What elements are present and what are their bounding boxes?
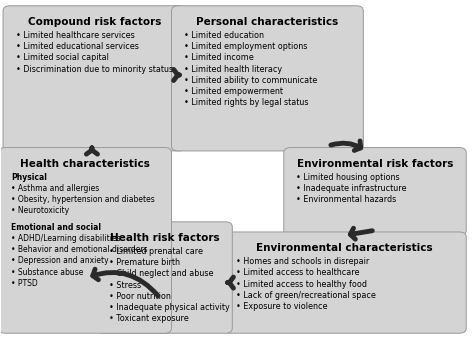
Text: • Limited education: • Limited education (184, 31, 264, 40)
Text: • PTSD: • PTSD (11, 279, 38, 288)
Text: Compound risk factors: Compound risk factors (27, 17, 161, 27)
Text: • Toxicant exposure: • Toxicant exposure (109, 314, 189, 323)
FancyBboxPatch shape (284, 147, 466, 235)
FancyBboxPatch shape (97, 222, 232, 333)
Text: • Limited social capital: • Limited social capital (16, 53, 109, 62)
Text: • Premature birth: • Premature birth (109, 258, 180, 267)
Text: • Limited rights by legal status: • Limited rights by legal status (184, 98, 309, 107)
FancyBboxPatch shape (0, 147, 172, 333)
Text: • Exposure to violence: • Exposure to violence (236, 302, 327, 311)
Text: • Neurotoxicity: • Neurotoxicity (11, 206, 69, 215)
Text: • Limited health literacy: • Limited health literacy (184, 64, 282, 74)
Text: • Homes and schools in disrepair: • Homes and schools in disrepair (236, 257, 369, 266)
Text: • Substance abuse: • Substance abuse (11, 267, 83, 277)
Text: Physical: Physical (11, 173, 47, 182)
Text: • Inadequate infrastructure: • Inadequate infrastructure (296, 184, 407, 193)
FancyBboxPatch shape (172, 6, 363, 151)
FancyBboxPatch shape (3, 6, 185, 151)
Text: Personal characteristics: Personal characteristics (196, 17, 338, 27)
Text: • Depression and anxiety: • Depression and anxiety (11, 256, 109, 265)
Text: • Limited access to healthcare: • Limited access to healthcare (236, 268, 359, 277)
Text: • Poor nutrition: • Poor nutrition (109, 292, 171, 301)
Text: • Behavior and emotional disorders: • Behavior and emotional disorders (11, 245, 147, 254)
Text: • Environmental hazards: • Environmental hazards (296, 195, 397, 204)
Text: • Limited healthcare services: • Limited healthcare services (16, 31, 135, 40)
Text: • Discrimination due to minority status: • Discrimination due to minority status (16, 64, 173, 74)
Text: • Lack of green/recreational space: • Lack of green/recreational space (236, 291, 375, 300)
Text: Health characteristics: Health characteristics (20, 159, 150, 169)
Text: • Limited educational services: • Limited educational services (16, 42, 138, 51)
Text: • Asthma and allergies: • Asthma and allergies (11, 184, 99, 193)
Text: Environmental characteristics: Environmental characteristics (256, 243, 433, 253)
Text: • Limited ability to communicate: • Limited ability to communicate (184, 76, 318, 85)
Text: • Limited access to healthy food: • Limited access to healthy food (236, 280, 366, 288)
Text: • Obesity, hypertension and diabetes: • Obesity, hypertension and diabetes (11, 195, 155, 204)
Text: Health risk factors: Health risk factors (109, 233, 219, 243)
Text: • Inadequate physical activity: • Inadequate physical activity (109, 303, 230, 312)
Text: • Stress: • Stress (109, 281, 141, 290)
FancyBboxPatch shape (223, 232, 466, 333)
Text: Emotional and social: Emotional and social (11, 223, 101, 232)
Text: • ADHD/Learning disabilities: • ADHD/Learning disabilities (11, 234, 120, 243)
Text: • Limited housing options: • Limited housing options (296, 173, 400, 182)
Text: • Limited employment options: • Limited employment options (184, 42, 308, 51)
Text: Environmental risk factors: Environmental risk factors (297, 159, 453, 169)
Text: • Child neglect and abuse: • Child neglect and abuse (109, 270, 214, 278)
Text: • Limited prenatal care: • Limited prenatal care (109, 247, 203, 256)
Text: • Limited empowerment: • Limited empowerment (184, 87, 283, 96)
Text: • Limited income: • Limited income (184, 53, 254, 62)
